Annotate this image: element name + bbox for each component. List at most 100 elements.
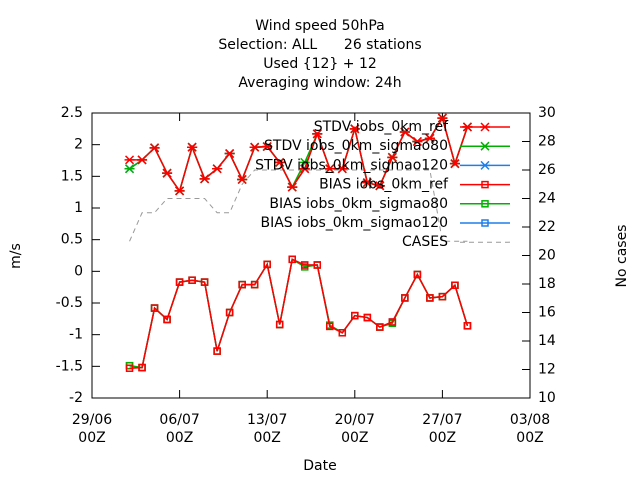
data-point xyxy=(449,159,460,169)
series xyxy=(129,169,468,242)
data-point xyxy=(224,149,235,159)
y2-tick-label: 22 xyxy=(538,219,556,235)
chart-title: Averaging window: 24h xyxy=(238,75,401,91)
data-point xyxy=(125,364,134,372)
series-line xyxy=(129,116,469,193)
series xyxy=(124,113,473,196)
data-point xyxy=(363,313,372,322)
data-point xyxy=(212,164,223,174)
data-point xyxy=(200,278,209,286)
y-tick-label: -1.5 xyxy=(56,358,83,374)
data-point xyxy=(312,129,323,139)
data-point xyxy=(299,164,310,174)
y-tick-label: 0 xyxy=(74,263,83,279)
data-point xyxy=(225,308,234,317)
data-point xyxy=(263,260,271,269)
data-point xyxy=(351,311,359,320)
y-tick-label: 1 xyxy=(74,200,83,216)
y-tick-label: 1.5 xyxy=(61,168,83,184)
y2-tick-label: 28 xyxy=(538,134,556,150)
data-point xyxy=(349,124,360,134)
data-point xyxy=(250,280,259,289)
data-point xyxy=(262,142,273,152)
y-tick-label: 2 xyxy=(74,137,83,153)
data-point xyxy=(326,322,334,331)
legend-marker xyxy=(481,219,489,227)
data-point xyxy=(376,323,384,331)
data-point xyxy=(438,292,447,301)
data-point xyxy=(337,164,348,174)
y-tick-label: -2 xyxy=(69,390,83,406)
data-point xyxy=(187,142,198,152)
data-point xyxy=(399,127,410,137)
data-point xyxy=(401,294,409,302)
series xyxy=(125,255,472,372)
data-point xyxy=(463,322,472,330)
y2-axis-label: No cases xyxy=(614,225,630,288)
data-point xyxy=(213,347,221,355)
data-point xyxy=(238,280,246,289)
x-tick-label: 29/06 00Z xyxy=(72,412,112,446)
legend-marker xyxy=(480,141,490,151)
series-line xyxy=(129,169,468,242)
legend-marker xyxy=(481,180,489,189)
x-tick-label: 03/08 00Z xyxy=(510,412,550,446)
series xyxy=(125,255,472,372)
y-tick-label: -1 xyxy=(69,327,83,343)
data-point xyxy=(188,276,196,284)
data-point xyxy=(413,270,422,279)
data-point xyxy=(174,186,185,196)
data-point xyxy=(424,133,435,143)
data-point xyxy=(162,168,173,178)
legend-label: BIAS iobs_0km_sigmao80 xyxy=(269,196,448,212)
data-point xyxy=(124,164,135,174)
data-point xyxy=(338,329,347,337)
data-point xyxy=(287,182,298,192)
data-point xyxy=(150,304,159,312)
y-axis-label: m/s xyxy=(8,243,24,269)
y2-tick-label: 20 xyxy=(538,248,556,264)
chart-title: Wind speed 50hPa xyxy=(255,18,384,34)
data-point xyxy=(137,155,148,165)
y-tick-label: -0.5 xyxy=(56,295,83,311)
y2-tick-label: 12 xyxy=(538,362,556,378)
x-tick-label: 20/07 00Z xyxy=(335,412,375,446)
data-point xyxy=(324,164,335,174)
series xyxy=(125,255,472,372)
y-tick-label: 0.5 xyxy=(61,232,83,248)
data-point xyxy=(274,157,285,167)
data-point xyxy=(288,255,296,264)
series-line xyxy=(129,258,469,369)
x-tick-label: 27/07 00Z xyxy=(422,412,462,446)
y2-tick-label: 30 xyxy=(538,105,556,121)
data-point xyxy=(124,155,135,165)
y2-tick-label: 14 xyxy=(538,333,556,349)
y2-tick-label: 26 xyxy=(538,162,556,178)
y2-tick-label: 24 xyxy=(538,191,556,207)
legend-label: BIAS iobs_0km_sigmao120 xyxy=(260,215,448,231)
data-point xyxy=(237,174,248,185)
chart-title: Selection: ALL 26 stations xyxy=(218,37,421,53)
data-point xyxy=(387,152,398,162)
data-point xyxy=(426,294,434,302)
legend-marker xyxy=(480,122,490,132)
chart-title: Used {12} + 12 xyxy=(263,56,377,72)
data-point xyxy=(374,181,385,191)
legend-marker xyxy=(481,200,489,208)
y2-tick-label: 16 xyxy=(538,305,556,321)
y2-tick-label: 10 xyxy=(538,390,556,406)
y-tick-label: 2.5 xyxy=(61,105,83,121)
data-point xyxy=(249,142,260,152)
y2-tick-label: 18 xyxy=(538,276,556,292)
data-point xyxy=(437,113,448,123)
data-point xyxy=(451,281,459,290)
data-point xyxy=(175,278,184,286)
legend-marker xyxy=(480,160,490,170)
data-point xyxy=(149,143,160,153)
data-point xyxy=(412,136,423,147)
legend-label: STDV iobs_0km_sigmao120 xyxy=(255,157,448,173)
data-point xyxy=(362,178,373,188)
legend-label: STDV iobs_0km_ref xyxy=(314,119,449,135)
data-point xyxy=(138,363,146,372)
